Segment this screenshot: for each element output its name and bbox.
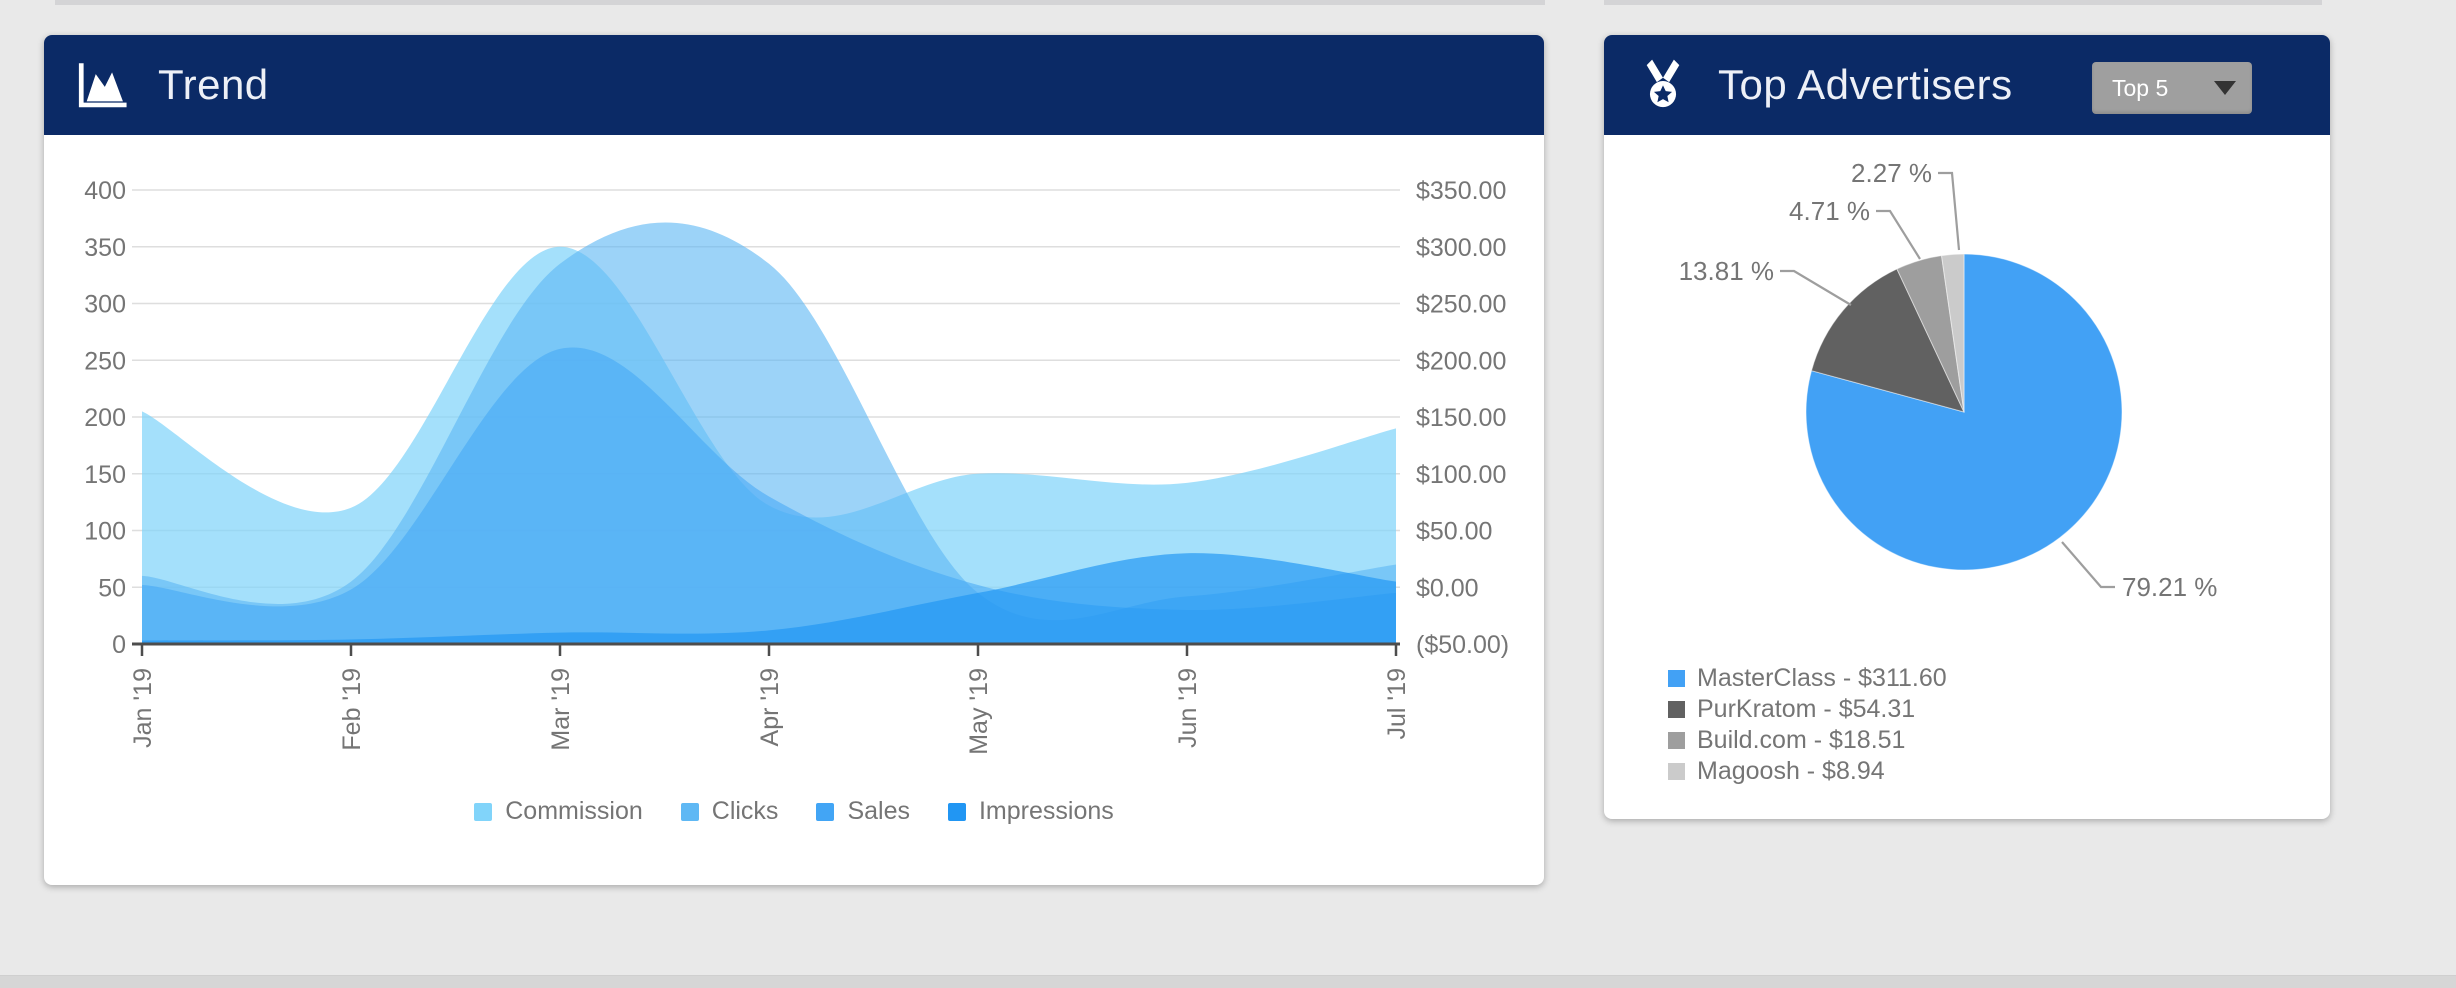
trend-month-label: Jan '19 [129,668,157,748]
pie-slices [1805,253,2123,571]
dropdown-caret-icon [2214,81,2236,95]
trend-card-body: 400 350 300 250 200 150 100 50 0 $350.00 $300.00 $2… [44,135,1544,885]
legend-label: PurKratom - $54.31 [1697,694,1916,723]
trend-left-tick: 50 [98,574,126,602]
trend-right-tick: $150.00 [1416,404,1506,432]
trend-area-sales [142,347,1396,644]
trend-left-tick: 300 [84,291,126,319]
legend-swatch [947,802,966,821]
trend-month-label: Mar '19 [547,668,575,751]
trend-legend-item-commission[interactable]: Commission [474,797,643,826]
legend-label: Impressions [978,797,1114,825]
pie-legend-item-purkratom[interactable]: PurKratom - $54.31 [1668,694,1947,724]
trend-month-label: May '19 [965,668,993,755]
area-chart-icon [74,56,132,114]
trend-right-tick: $200.00 [1416,347,1506,375]
trend-left-tick: 350 [84,234,126,262]
trend-right-tick: $100.00 [1416,461,1506,489]
trend-card-header: Trend [44,35,1544,135]
trend-x-axis [132,642,1400,656]
pie-callout-line [2061,541,2115,589]
medal-icon [1634,56,1692,114]
trend-month-label: Jun '19 [1174,668,1202,748]
top-advertisers-header: Top Advertisers Top 5 [1604,35,2330,135]
trend-right-tick: ($50.00) [1416,631,1509,659]
trend-left-tick: 400 [84,177,126,205]
top-n-dropdown-value: Top 5 [2112,74,2169,101]
legend-label: Clicks [711,797,779,825]
pie-callout-line [1780,269,1852,306]
trend-right-tick: $50.00 [1416,518,1492,546]
trend-right-tick: $0.00 [1416,574,1479,602]
trend-right-tick: $300.00 [1416,234,1506,262]
pie-percent-label: 4.71 % [1789,196,1870,226]
trend-left-tick: 100 [84,518,126,546]
legend-swatch [1668,762,1685,780]
pie-legend-item-magoosh[interactable]: Magoosh - $8.94 [1668,756,1947,786]
trend-legend-item-clicks[interactable]: Clicks [680,797,779,826]
trend-left-tick: 250 [84,347,126,375]
trend-left-tick: 0 [112,631,126,659]
pie-callout-line [1938,171,1961,251]
trend-legend-item-impressions[interactable]: Impressions [947,797,1114,826]
top-n-dropdown[interactable]: Top 5 [2092,62,2252,114]
pie-legend: MasterClass - $311.60 PurKratom - $54.31 B… [1668,663,1947,787]
trend-legend-item-sales[interactable]: Sales [816,797,910,826]
trend-month-label: Feb '19 [338,668,366,751]
legend-label: Sales [847,797,910,825]
below-fold-card-edge [0,975,2456,988]
pie-legend-item-masterclass[interactable]: MasterClass - $311.60 [1668,663,1947,693]
legend-label: Magoosh - $8.94 [1697,756,1885,785]
legend-label: Commission [505,797,643,825]
legend-swatch [1668,731,1685,749]
trend-month-label: Apr '19 [756,668,784,746]
top-advertisers-pie-chart[interactable]: 79.21 % 13.81 % 4.71 % 2.27 % [1604,135,2330,820]
legend-swatch [474,802,493,821]
pie-callout-line [1876,209,1921,260]
trend-month-label: Jul '19 [1383,668,1411,739]
pie-legend-item-build-com[interactable]: Build.com - $18.51 [1668,725,1947,755]
above-fold-card-edge-left [55,0,1545,5]
trend-card: Trend 400 350 300 250 200 150 100 50 0 $350.00 $30… [44,35,1544,885]
trend-left-axis-labels: 400 350 300 250 200 150 100 50 0 [84,177,126,659]
trend-right-tick: $350.00 [1416,177,1506,205]
top-advertisers-card: Top Advertisers Top 5 79.21 % 13.81 % 4.71… [1604,35,2330,819]
legend-swatch [1668,700,1685,718]
legend-label: MasterClass - $311.60 [1697,663,1947,692]
trend-area-impressions [142,553,1396,644]
pie-slice-magoosh[interactable] [1940,253,1965,413]
legend-swatch [680,802,699,821]
trend-series-areas [142,222,1396,645]
pie-percent-label: 79.21 % [2122,572,2217,602]
legend-label: Build.com - $18.51 [1697,725,1906,754]
trend-right-tick: $250.00 [1416,291,1506,319]
legend-swatch [1668,669,1685,687]
trend-legend: Commission Clicks Sales Impressions [44,797,1544,826]
trend-x-axis-labels: Jan '19 Feb '19 Mar '19 Apr '19 May '19 Jun '… [129,668,1411,755]
trend-left-tick: 150 [84,461,126,489]
trend-area-chart[interactable]: 400 350 300 250 200 150 100 50 0 $350.00 $300.00 $2… [44,135,1544,885]
legend-swatch [816,802,835,821]
top-advertisers-title: Top Advertisers [1718,61,2013,108]
trend-right-axis-labels: $350.00 $300.00 $250.00 $200.00 $150.00 $100.… [1416,177,1509,659]
above-fold-card-edge-right [1604,0,2322,5]
top-advertisers-body: 79.21 % 13.81 % 4.71 % 2.27 % MasterClass -… [1604,135,2330,819]
pie-percent-label: 2.27 % [1851,158,1932,188]
trend-left-tick: 200 [84,404,126,432]
trend-card-title: Trend [158,61,269,108]
pie-percent-callouts: 79.21 % 13.81 % 4.71 % 2.27 % [1679,158,2218,602]
pie-percent-label: 13.81 % [1679,256,1774,286]
